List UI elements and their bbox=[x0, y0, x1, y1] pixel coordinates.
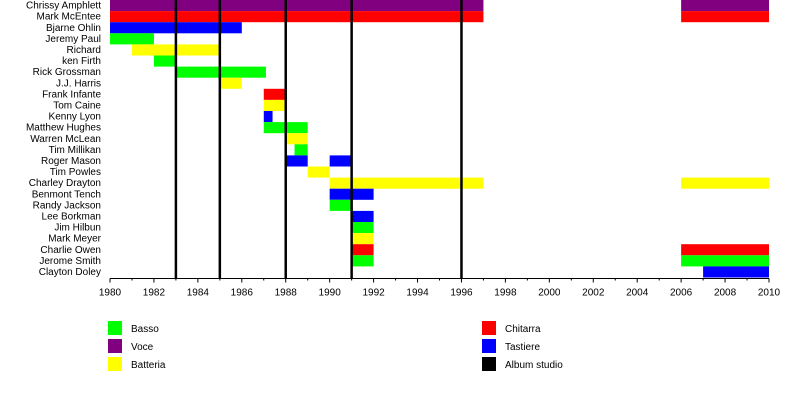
bar-clayton-doley-0 bbox=[703, 266, 769, 278]
bar-jim-hilbun-0 bbox=[351, 222, 374, 234]
bar-frank-infante-0 bbox=[263, 88, 286, 100]
bar-lee-borkman-0 bbox=[351, 210, 374, 222]
bar-roger-mason-1 bbox=[329, 155, 352, 167]
legend: Basso Voce Batteria Chitarra Tastiere Album s… bbox=[108, 321, 563, 371]
member-label-charlie-owen: Charlie Owen bbox=[40, 245, 101, 256]
member-label-j-j-harris: J.J. Harris bbox=[56, 78, 101, 89]
bar-charlie-owen-1 bbox=[681, 244, 769, 256]
legend-swatch-batteria bbox=[108, 357, 122, 371]
bar-charley-drayton-0 bbox=[329, 177, 484, 189]
x-tick-label-2004: 2004 bbox=[626, 288, 649, 299]
bar-chrissy-amphlett-0 bbox=[110, 0, 484, 12]
member-label-chrissy-amphlett: Chrissy Amphlett bbox=[26, 1, 101, 12]
bar-jerome-smith-0 bbox=[351, 255, 374, 267]
member-label-richard: Richard bbox=[67, 45, 101, 56]
legend-label-basso: Basso bbox=[131, 324, 159, 335]
member-label-jim-hilbun: Jim Hilbun bbox=[54, 223, 101, 234]
bar-jeremy-paul-0 bbox=[110, 33, 154, 45]
member-label-jeremy-paul: Jeremy Paul bbox=[45, 34, 101, 45]
bar-tom-caine-0 bbox=[263, 99, 286, 111]
bar-randy-jackson-0 bbox=[329, 199, 352, 211]
member-label-matthew-hughes: Matthew Hughes bbox=[26, 123, 101, 134]
x-tick-label-1998: 1998 bbox=[494, 288, 517, 299]
bar-mark-mcentee-1 bbox=[681, 11, 769, 23]
x-tick-label-1988: 1988 bbox=[275, 288, 298, 299]
legend-swatch-album-studio bbox=[482, 357, 496, 371]
legend-swatch-voce bbox=[108, 339, 122, 353]
x-tick-label-1984: 1984 bbox=[187, 288, 210, 299]
member-bars-layer bbox=[110, 0, 769, 278]
member-label-warren-mclean: Warren McLean bbox=[30, 134, 101, 145]
member-label-tom-caine: Tom Caine bbox=[53, 101, 101, 112]
member-label-rick-grossman: Rick Grossman bbox=[33, 67, 101, 78]
legend-label-voce: Voce bbox=[131, 342, 154, 353]
member-label-randy-jackson: Randy Jackson bbox=[33, 200, 101, 211]
x-tick-label-2006: 2006 bbox=[670, 288, 693, 299]
bar-warren-mclean-0 bbox=[285, 133, 308, 145]
bar-tim-millikan-0 bbox=[294, 144, 308, 156]
bar-mark-mcentee-0 bbox=[110, 11, 484, 23]
member-label-jerome-smith: Jerome Smith bbox=[39, 256, 101, 267]
x-tick-label-1990: 1990 bbox=[319, 288, 342, 299]
member-label-tim-powles: Tim Powles bbox=[50, 167, 101, 178]
legend-swatch-chitarra bbox=[482, 321, 496, 335]
x-axis: 1980 1982 1984 1986 1988 1990 1992 1994 1996 1998… bbox=[99, 278, 781, 299]
bar-charlie-owen-0 bbox=[351, 244, 374, 256]
x-tick-label-1992: 1992 bbox=[362, 288, 385, 299]
member-label-bjarne-ohlin: Bjarne Ohlin bbox=[46, 23, 101, 34]
bar-charley-drayton-1 bbox=[681, 177, 769, 189]
x-tick-label-2008: 2008 bbox=[714, 288, 737, 299]
bar-jerome-smith-1 bbox=[681, 255, 769, 267]
member-label-charley-drayton: Charley Drayton bbox=[29, 178, 101, 189]
legend-label-chitarra: Chitarra bbox=[505, 324, 541, 335]
x-tick-label-2002: 2002 bbox=[582, 288, 605, 299]
member-label-roger-mason: Roger Mason bbox=[41, 156, 101, 167]
bar-kenny-lyon-0 bbox=[263, 111, 273, 123]
member-label-frank-infante: Frank Infante bbox=[42, 89, 101, 100]
member-label-mark-mcentee: Mark McEntee bbox=[37, 12, 102, 23]
member-label-clayton-doley: Clayton Doley bbox=[39, 267, 101, 278]
x-tick-label-1980: 1980 bbox=[99, 288, 122, 299]
bar-chrissy-amphlett-1 bbox=[681, 0, 769, 12]
legend-swatch-tastiere bbox=[482, 339, 496, 353]
member-label-tim-millikan: Tim Millikan bbox=[49, 145, 101, 156]
x-tick-label-1986: 1986 bbox=[231, 288, 254, 299]
bar-j-j-harris-0 bbox=[219, 77, 242, 89]
member-label-benmont-tench: Benmont Tench bbox=[32, 189, 101, 200]
x-tick-label-2000: 2000 bbox=[538, 288, 561, 299]
legend-swatch-basso bbox=[108, 321, 122, 335]
bar-ken-firth-0 bbox=[153, 55, 176, 67]
x-tick-label-2010: 2010 bbox=[758, 288, 781, 299]
legend-label-tastiere: Tastiere bbox=[505, 342, 540, 353]
member-label-ken-firth: ken Firth bbox=[62, 56, 101, 67]
studio-album-lines-layer bbox=[174, 0, 463, 279]
member-label-kenny-lyon: Kenny Lyon bbox=[49, 112, 101, 123]
member-label-lee-borkman: Lee Borkman bbox=[42, 212, 101, 223]
x-tick-label-1982: 1982 bbox=[143, 288, 166, 299]
bar-roger-mason-0 bbox=[285, 155, 308, 167]
x-tick-label-1996: 1996 bbox=[450, 288, 473, 299]
legend-label-batteria: Batteria bbox=[131, 360, 166, 371]
bar-mark-meyer-0 bbox=[351, 233, 374, 245]
legend-label-album-studio: Album studio bbox=[505, 360, 563, 371]
x-tick-label-1994: 1994 bbox=[406, 288, 429, 299]
member-label-mark-meyer: Mark Meyer bbox=[48, 234, 101, 245]
bar-tim-powles-0 bbox=[307, 166, 330, 178]
